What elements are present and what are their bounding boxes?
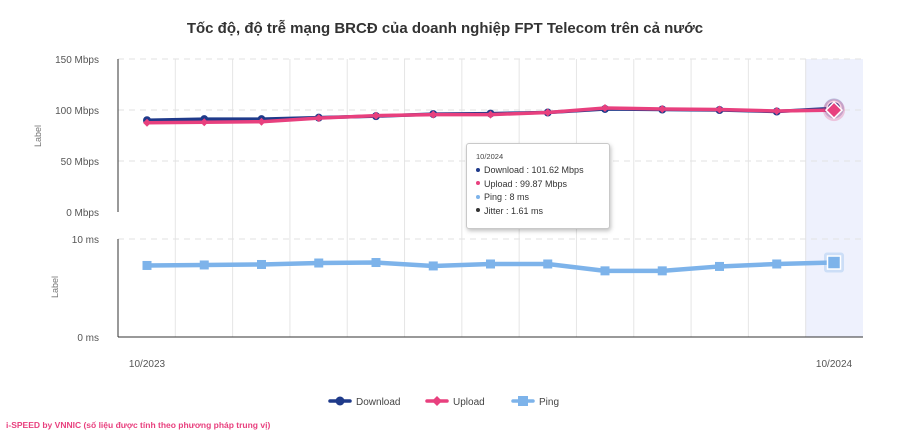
tooltip-row: Ping : 8 ms — [476, 191, 600, 205]
legend-item-ping[interactable]: Ping — [511, 396, 559, 408]
legend-marker — [432, 396, 442, 406]
upload-point[interactable] — [429, 110, 438, 119]
upload-point[interactable] — [200, 118, 209, 127]
legend-label: Upload — [453, 397, 485, 408]
tooltip-rows: Download : 101.62 Mbps Upload : 99.87 Mbp… — [476, 164, 600, 218]
tooltip-dot-icon — [476, 181, 480, 186]
legend[interactable]: Download Upload Ping — [328, 396, 559, 409]
tooltip-row: Upload : 99.87 Mbps — [476, 178, 600, 192]
ping-point[interactable] — [142, 260, 152, 270]
speed-y-tick-label: 100 Mbps — [55, 106, 99, 117]
legend-item-upload[interactable]: Upload — [425, 396, 485, 408]
axes: 0 Mbps 50 Mbps 100 Mbps 150 Mbps 0 ms 10 ms — [55, 55, 863, 344]
tooltip-row: Jitter : 1.61 ms — [476, 205, 600, 219]
speed-y-axis-label: Label — [33, 125, 43, 147]
ping-point[interactable] — [314, 258, 324, 268]
x-tick-label: 10/2024 — [816, 359, 853, 370]
legend-marker — [518, 396, 528, 406]
series[interactable] — [142, 98, 846, 276]
tooltip-row: Download : 101.62 Mbps — [476, 164, 600, 178]
latency-y-axis-label: Label — [50, 276, 60, 298]
ping-point[interactable] — [657, 266, 667, 276]
tooltip-row-text: Download : 101.62 Mbps — [484, 165, 584, 175]
ping-point[interactable] — [257, 259, 266, 269]
ping-point[interactable] — [600, 266, 610, 276]
tooltip-row-text: Upload : 99.87 Mbps — [484, 178, 568, 189]
legend-item-download[interactable]: Download — [328, 396, 400, 409]
tooltip-row-text: Jitter : 1.61 ms — [484, 205, 544, 216]
upload-point[interactable] — [372, 111, 380, 120]
tooltip-dot-icon — [476, 167, 480, 172]
upload-highlight-point[interactable] — [824, 101, 844, 120]
tooltip-dot-icon — [476, 194, 480, 199]
speed-y-tick-label: 0 Mbps — [66, 208, 99, 219]
x-tick-label: 10/2023 — [129, 359, 166, 370]
ping-point[interactable] — [371, 258, 381, 268]
tooltip-row-text: Ping : 8 ms — [484, 192, 530, 202]
chart-title: Tốc độ, độ trễ mạng BRCĐ của doanh nghiệ… — [187, 20, 703, 37]
legend-label: Ping — [539, 397, 559, 408]
ping-point[interactable] — [772, 259, 782, 269]
legend-label: Download — [356, 397, 400, 408]
tooltip-title: 10/2024 — [476, 152, 504, 161]
ping-point[interactable] — [486, 259, 495, 269]
speed-y-tick-label: 50 Mbps — [61, 157, 99, 168]
upload-point[interactable] — [601, 103, 609, 112]
tooltip: 10/2024 Download : 101.62 Mbps Upload : 9… — [466, 143, 610, 229]
ping-highlight-point[interactable] — [826, 255, 842, 270]
upload-point[interactable] — [486, 110, 495, 119]
x-axis-ticks: 10/2023 10/2024 — [129, 359, 853, 370]
upload-point[interactable] — [658, 104, 667, 113]
source-footer: i-SPEED by VNNIC (số liệu được tính theo… — [6, 420, 270, 430]
latency-y-tick-label: 0 ms — [77, 333, 99, 344]
upload-point[interactable] — [543, 108, 552, 117]
upload-point[interactable] — [715, 105, 724, 114]
ping-point[interactable] — [199, 260, 209, 270]
upload-point[interactable] — [143, 118, 151, 127]
upload-point[interactable] — [257, 117, 266, 126]
legend-marker — [335, 396, 345, 406]
ping-point[interactable] — [428, 261, 438, 271]
latency-y-tick-label: 10 ms — [72, 235, 99, 246]
ping-point[interactable] — [715, 261, 724, 271]
upload-point[interactable] — [314, 114, 323, 123]
ping-point[interactable] — [543, 259, 553, 269]
upload-point[interactable] — [772, 107, 781, 116]
speed-y-tick-label: 150 Mbps — [55, 55, 99, 66]
tooltip-dot-icon — [476, 208, 480, 213]
